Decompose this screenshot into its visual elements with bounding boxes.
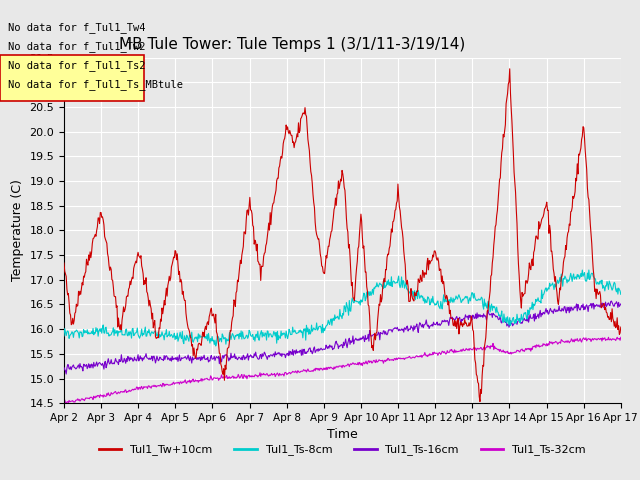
Text: MB Tule Tower: Tule Temps 1 (3/1/11-3/19/14): MB Tule Tower: Tule Temps 1 (3/1/11-3/19… [118, 37, 465, 52]
Text: No data for f_Tul1_Ts_MBtule: No data for f_Tul1_Ts_MBtule [8, 79, 182, 90]
X-axis label: Time: Time [327, 429, 358, 442]
Text: No data for f_Tul1_Tw4: No data for f_Tul1_Tw4 [8, 22, 145, 33]
Legend: Tul1_Tw+10cm, Tul1_Ts-8cm, Tul1_Ts-16cm, Tul1_Ts-32cm: Tul1_Tw+10cm, Tul1_Ts-8cm, Tul1_Ts-16cm,… [94, 440, 590, 460]
Y-axis label: Temperature (C): Temperature (C) [11, 180, 24, 281]
Text: No data for f_Tul1_Tw2: No data for f_Tul1_Tw2 [8, 41, 145, 52]
Text: No data for f_Tul1_Ts2: No data for f_Tul1_Ts2 [8, 60, 145, 71]
